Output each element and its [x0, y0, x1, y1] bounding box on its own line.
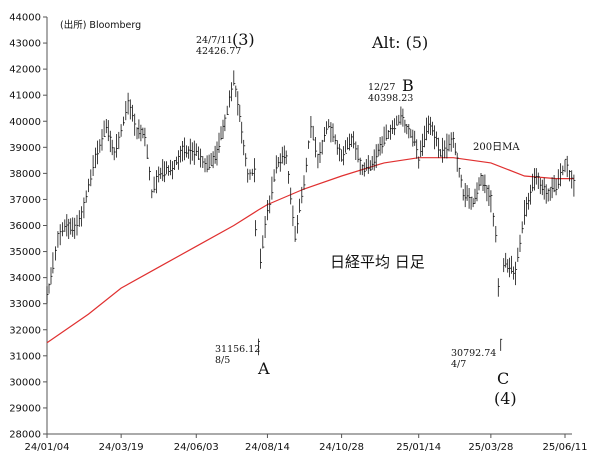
chart-annotation: Alt: (5) [371, 33, 428, 52]
annotation-line: 4/7 [451, 359, 466, 370]
x-tick-label: 24/10/28 [319, 442, 364, 453]
chart-annotation: A [257, 359, 270, 378]
y-tick-label: 36000 [9, 221, 41, 232]
chart-title: 日経平均 日足 [330, 253, 425, 271]
annotation-line: 30792.74 [451, 348, 496, 359]
annotation-line: B [402, 76, 414, 95]
chart-annotation: 30792.74 4/7 [451, 348, 496, 370]
source-label: (出所) Bloomberg [60, 19, 141, 31]
chart-annotation: 24/7/11 42426.77 [196, 35, 241, 57]
annotation-line: 8/5 [215, 355, 230, 366]
x-tick-label: 24/06/03 [174, 442, 219, 453]
y-tick-label: 34000 [9, 273, 41, 284]
y-tick-label: 41000 [9, 91, 41, 102]
y-tick-label: 33000 [9, 299, 41, 310]
x-tick-label: 25/06/11 [543, 442, 588, 453]
x-tick-label: 24/03/19 [99, 442, 144, 453]
axis-layer: 28000 29000 30000 31000 32000 33000 34000 35000… [9, 13, 587, 454]
chart-annotation: 200日MA [473, 142, 520, 153]
x-tick-label: 24/08/14 [245, 442, 290, 453]
annotation-line: Alt: (5) [371, 33, 428, 52]
annotation-line: 200日MA [473, 142, 520, 153]
annotation-line: 40398.23 [368, 93, 413, 104]
price-layer [46, 70, 576, 356]
y-tick-label: 28000 [9, 430, 41, 441]
y-tick-label: 38000 [9, 169, 41, 180]
y-tick-label: 35000 [9, 247, 41, 258]
y-tick-label: 39000 [9, 143, 41, 154]
annotation-line: (3) [232, 30, 255, 49]
y-tick-label: 29000 [9, 403, 41, 414]
chart-annotation: (3) [232, 30, 255, 49]
y-tick-label: 31000 [9, 351, 41, 362]
annotation-line: (4) [494, 389, 517, 408]
annotation-layer: 24/7/11 42426.77(3) Alt: (5) 12/27 40398.23B… [196, 30, 520, 408]
y-tick-label: 42000 [9, 65, 41, 76]
annotation-line: A [257, 359, 270, 378]
x-tick-label: 25/01/14 [396, 442, 441, 453]
annotation-line: 24/7/11 [196, 35, 233, 46]
annotation-line: 42426.77 [196, 46, 241, 57]
chart-annotation: B [402, 76, 414, 95]
y-tick-label: 30000 [9, 377, 41, 388]
x-tick-label: 24/01/04 [25, 442, 70, 453]
chart-annotation: C [497, 369, 509, 388]
y-tick-label: 40000 [9, 117, 41, 128]
y-tick-label: 32000 [9, 325, 41, 336]
chart-annotation: (4) [494, 389, 517, 408]
annotation-line: C [497, 369, 509, 388]
y-tick-label: 37000 [9, 195, 41, 206]
chart-annotation: 31156.12 8/5 [215, 344, 260, 366]
x-tick-label: 25/03/28 [468, 442, 513, 453]
y-tick-label: 44000 [9, 13, 41, 24]
y-tick-label: 43000 [9, 39, 41, 50]
annotation-line: 31156.12 [215, 344, 260, 355]
annotation-line: 12/27 [368, 82, 395, 93]
chart-annotation: 12/27 40398.23 [368, 82, 413, 104]
